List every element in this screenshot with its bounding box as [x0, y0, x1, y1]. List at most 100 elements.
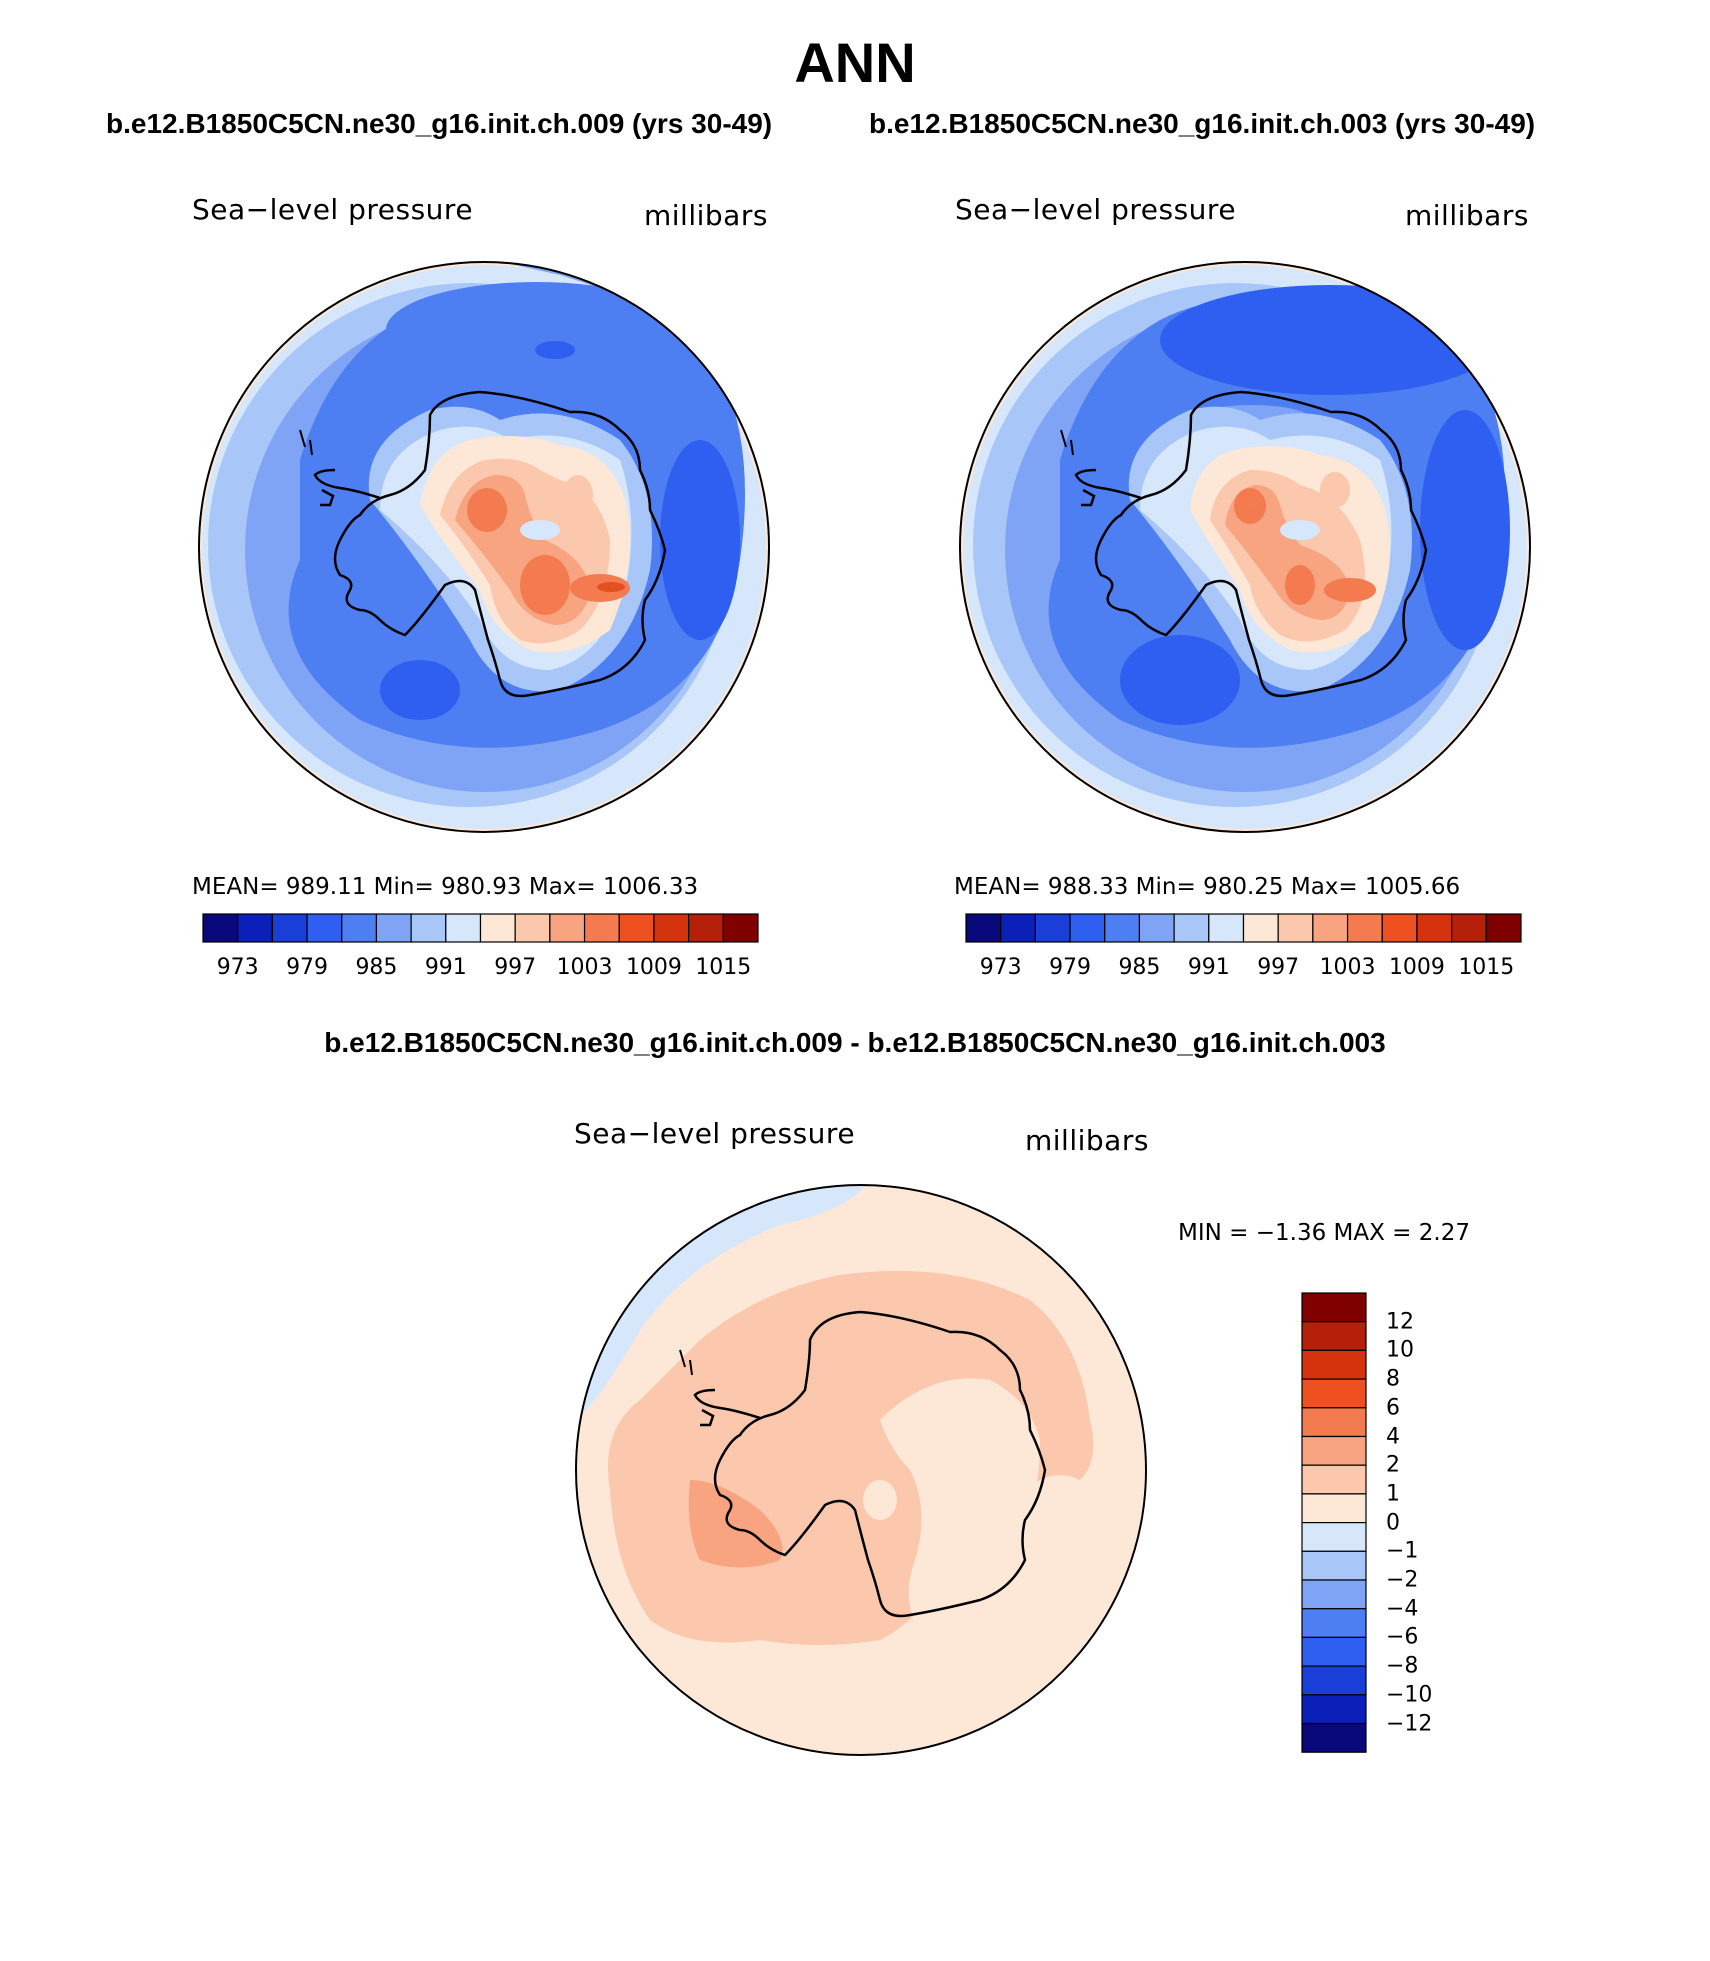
colorbar-cell — [583, 913, 620, 943]
colorbar-tick-label: 4 — [1386, 1424, 1400, 1449]
colorbar-cell — [1301, 1292, 1367, 1323]
panel1-polar-map — [198, 261, 770, 833]
colorbar-tick-label: −8 — [1386, 1653, 1419, 1679]
colorbar-cell — [1301, 1722, 1367, 1753]
main-title: ANN — [794, 31, 916, 94]
colorbar-tick-label: 8 — [1386, 1366, 1400, 1392]
colorbar-cell — [1301, 1349, 1367, 1380]
colorbar-cell — [1301, 1493, 1367, 1524]
diff-units-label: millibars — [1025, 1124, 1149, 1157]
colorbar-tick-label: 1003 — [1319, 955, 1376, 980]
colorbar-cell — [1301, 1665, 1367, 1696]
colorbar-tick-label: 6 — [1386, 1395, 1400, 1421]
colorbar-cell — [1301, 1464, 1367, 1495]
colorbar-tick-label: −6 — [1386, 1624, 1419, 1650]
colorbar-cell — [1485, 913, 1522, 943]
colorbar-cell — [202, 913, 239, 943]
colorbar-tick-label: 1003 — [556, 955, 613, 980]
colorbar-tick-label: 1009 — [625, 955, 682, 980]
panel2-core-fill — [1247, 499, 1257, 511]
colorbar-tick-label: −1 — [1386, 1538, 1419, 1564]
colorbar-tick-label: 979 — [1049, 955, 1092, 980]
panel1-colorbar — [202, 913, 759, 943]
colorbar-cell — [1138, 913, 1175, 943]
colorbar-tick-label: 973 — [979, 955, 1022, 980]
colorbar-cell — [1000, 913, 1036, 943]
colorbar-tick-label: 997 — [1257, 955, 1300, 980]
colorbar-tick-label: 991 — [1187, 955, 1230, 980]
colorbar-cell — [1301, 1550, 1367, 1581]
colorbar-cell — [1034, 913, 1071, 943]
colorbar-tick-label: 0 — [1386, 1510, 1400, 1536]
colorbar-cell — [1208, 913, 1245, 943]
diff-minmax: MIN = −1.36 MAX = 2.27 — [1178, 1220, 1470, 1246]
colorbar-cell — [1104, 913, 1141, 943]
panel2-polar-map — [959, 261, 1531, 833]
colorbar-cell — [1301, 1321, 1367, 1351]
colorbar-cell — [1173, 913, 1210, 943]
colorbar-cell — [1277, 913, 1314, 943]
difference-polar-map — [575, 1184, 1147, 1756]
diff-colorbar — [1301, 1292, 1367, 1753]
colorbar-cell — [722, 913, 759, 943]
colorbar-cell — [1301, 1579, 1367, 1610]
colorbar-cell — [410, 913, 447, 943]
colorbar-cell — [445, 913, 482, 943]
colorbar-cell — [549, 913, 586, 943]
colorbar-cell — [1301, 1407, 1367, 1438]
colorbar-cell — [1312, 913, 1349, 943]
colorbar-tick-label: −4 — [1386, 1596, 1419, 1622]
panel1-core-fill — [597, 582, 625, 592]
colorbar-tick-label: 973 — [216, 955, 259, 980]
colorbar-cell — [1301, 1521, 1367, 1552]
colorbar-tick-label: 12 — [1386, 1309, 1414, 1335]
colorbar-cell — [1301, 1608, 1367, 1638]
colorbar-tick-label: 985 — [1118, 955, 1161, 980]
panel2-stats: MEAN= 988.33 Min= 980.25 Max= 1005.66 — [954, 874, 1461, 900]
colorbar-tick-label: −12 — [1386, 1711, 1433, 1736]
panel2-colorbar — [965, 913, 1522, 943]
colorbar-cell — [688, 913, 724, 943]
colorbar-tick-label: 979 — [286, 955, 329, 980]
colorbar-cell — [965, 913, 1002, 943]
colorbar-tick-label: −10 — [1386, 1682, 1433, 1708]
colorbar-tick-label: −2 — [1386, 1567, 1419, 1593]
colorbar-tick-label: 997 — [494, 955, 537, 980]
colorbar-cell — [341, 913, 378, 943]
colorbar-tick-label: 1009 — [1388, 955, 1445, 980]
panel2-units-label: millibars — [1405, 199, 1529, 232]
colorbar-tick-label: 985 — [355, 955, 398, 980]
colorbar-cell — [653, 913, 690, 943]
colorbar-tick-label: 10 — [1386, 1337, 1414, 1363]
colorbar-cell — [1416, 913, 1453, 943]
colorbar-cell — [1301, 1435, 1367, 1466]
colorbar-cell — [1346, 913, 1383, 943]
difference-title: b.e12.B1850C5CN.ne30_g16.init.ch.009 - b… — [324, 1027, 1386, 1058]
colorbar-cell — [1301, 1694, 1367, 1725]
colorbar-cell — [618, 913, 655, 943]
colorbar-cell — [1301, 1636, 1367, 1667]
panel2-variable-label: Sea−level pressure — [955, 193, 1237, 226]
colorbar-cell — [1242, 913, 1279, 943]
panel1-units-label: millibars — [644, 199, 768, 232]
run-label-left: b.e12.B1850C5CN.ne30_g16.init.ch.009 (yr… — [106, 108, 773, 139]
panel1-stats: MEAN= 989.11 Min= 980.93 Max= 1006.33 — [192, 874, 699, 900]
colorbar-tick-label: 1015 — [695, 955, 752, 980]
diff-variable-label: Sea−level pressure — [574, 1117, 856, 1150]
colorbar-cell — [479, 913, 516, 943]
colorbar-cell — [375, 913, 412, 943]
colorbar-cell — [514, 913, 551, 943]
colorbar-cell — [271, 913, 308, 943]
panel1-variable-label: Sea−level pressure — [192, 193, 474, 226]
colorbar-tick-label: 1 — [1386, 1481, 1400, 1507]
colorbar-tick-label: 2 — [1386, 1452, 1400, 1478]
run-label-right: b.e12.B1850C5CN.ne30_g16.init.ch.003 (yr… — [869, 108, 1536, 139]
colorbar-cell — [306, 913, 343, 943]
colorbar-cell — [1381, 913, 1418, 943]
colorbar-cell — [1069, 913, 1106, 943]
colorbar-tick-label: 1015 — [1458, 955, 1515, 980]
colorbar-cell — [237, 913, 273, 943]
colorbar-tick-label: 991 — [424, 955, 467, 980]
colorbar-cell — [1301, 1378, 1367, 1409]
